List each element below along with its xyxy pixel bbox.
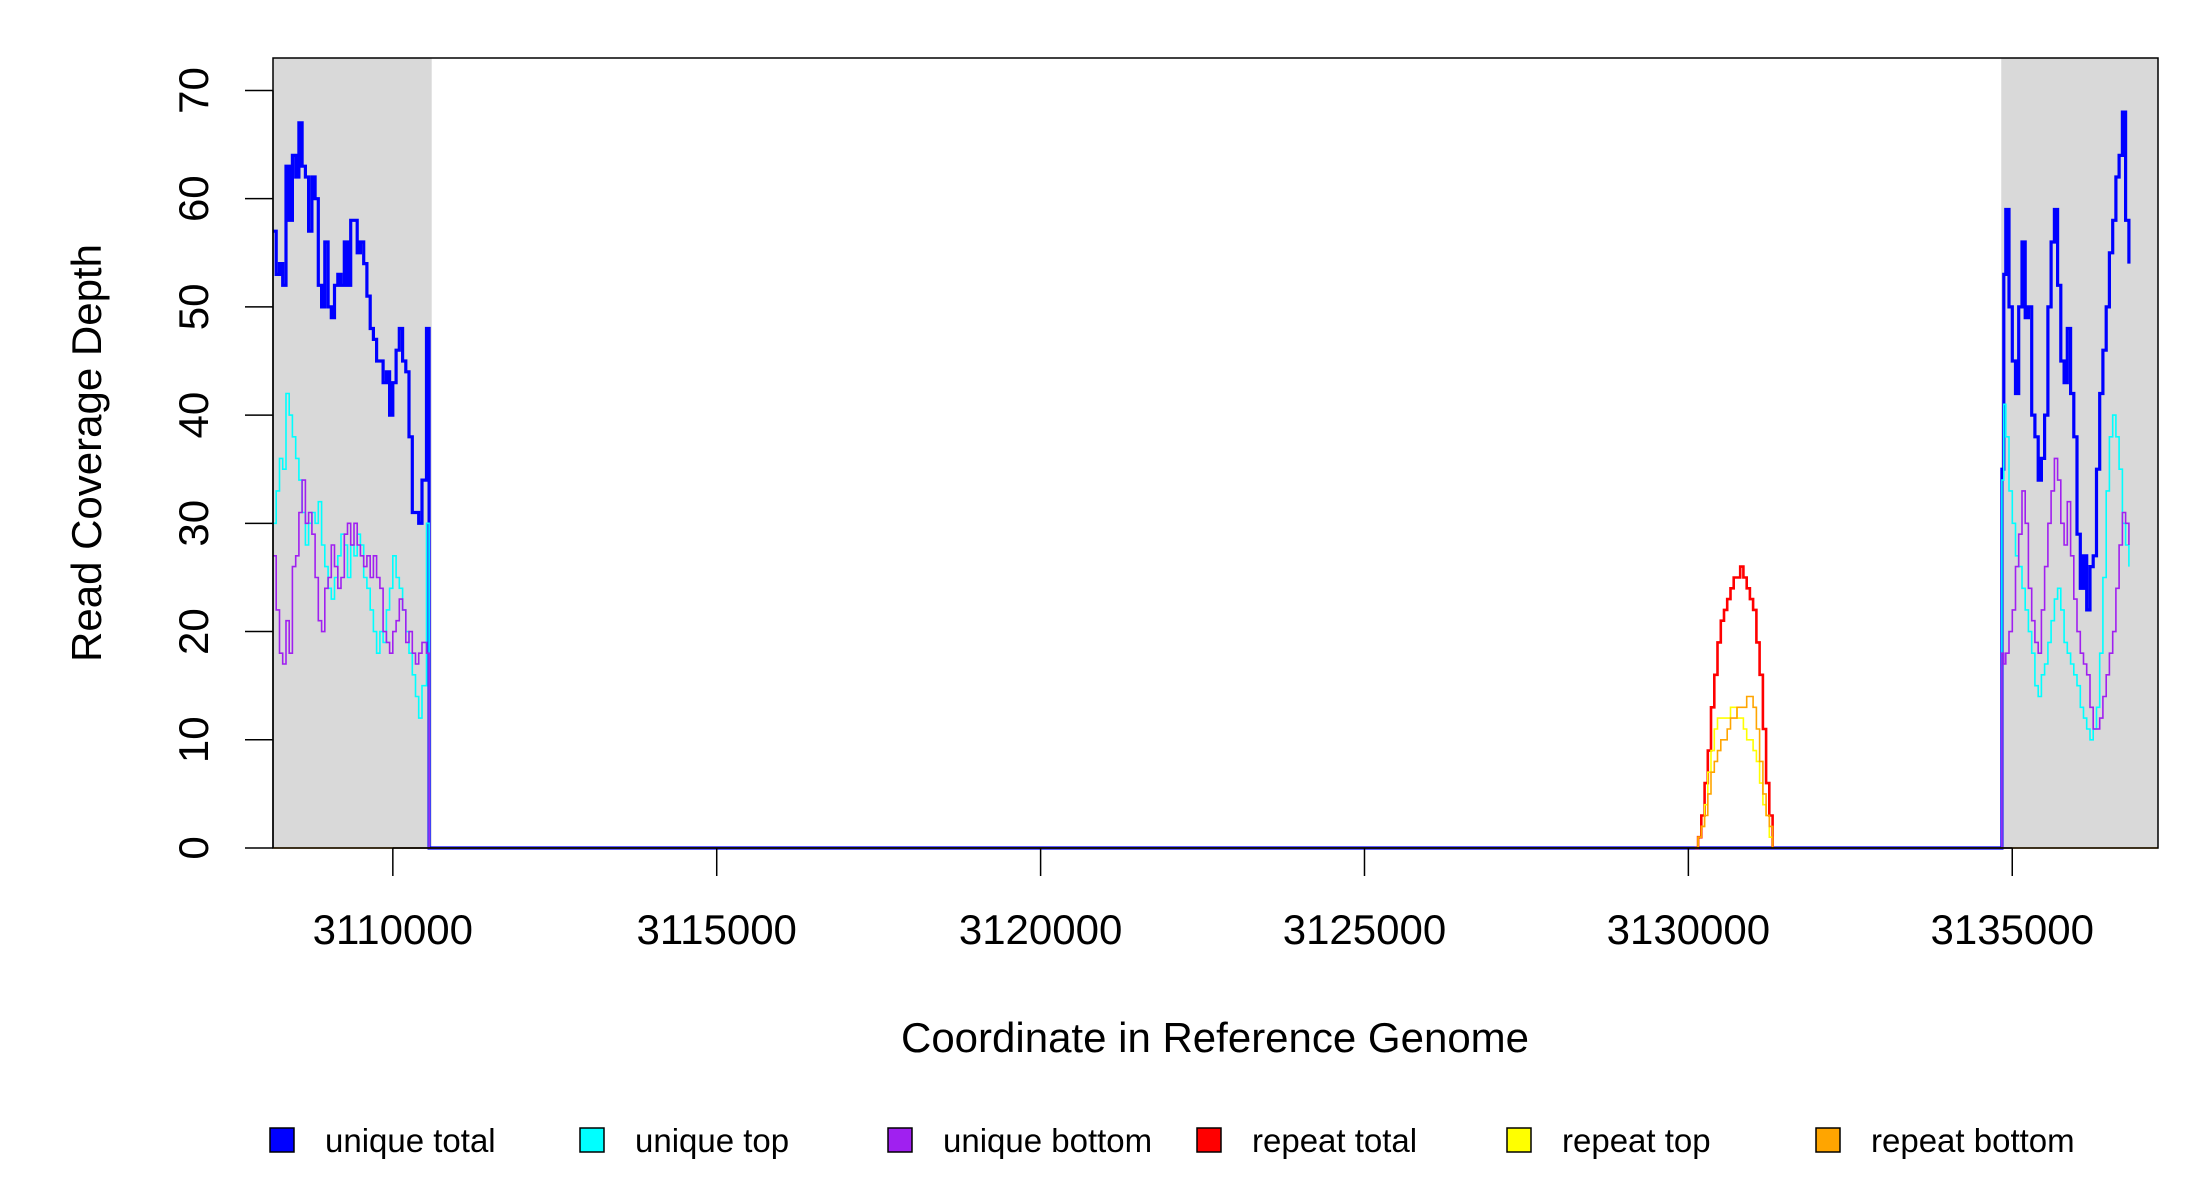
x-tick-label: 3130000 (1607, 906, 1771, 953)
y-tick-label: 0 (170, 836, 217, 859)
legend-swatch (1196, 1127, 1222, 1153)
y-axis-label: Read Coverage Depth (63, 244, 110, 662)
x-tick-label: 3110000 (313, 906, 473, 953)
shaded-region-1 (2001, 58, 2158, 848)
legend-swatch (1506, 1127, 1532, 1153)
series-line-unique-top (273, 392, 2130, 849)
x-tick-label: 3115000 (637, 906, 797, 953)
y-tick-label: 40 (170, 392, 217, 439)
y-tick-label: 10 (170, 716, 217, 763)
legend-label: repeat top (1562, 1122, 1711, 1159)
series-line-repeat-bottom (273, 695, 2158, 849)
shaded-region-0 (273, 58, 432, 848)
legend-entry-unique-total: unique total (269, 1122, 496, 1159)
y-tick-label: 30 (170, 500, 217, 547)
legend-swatch (887, 1127, 913, 1153)
axes: 3110000 3115000 3120000 3125000 3130000 31350… (170, 67, 2094, 953)
y-tick-label: 50 (170, 284, 217, 331)
y-tick-label: 70 (170, 67, 217, 114)
legend-label: unique bottom (943, 1122, 1152, 1159)
legend-swatch (1815, 1127, 1841, 1153)
series-line-unique-bottom (273, 457, 2130, 849)
y-tick-label: 20 (170, 608, 217, 655)
y-tick-label: 60 (170, 175, 217, 222)
legend-entry-repeat-total: repeat total (1196, 1122, 1417, 1159)
x-tick-label: 3135000 (1930, 906, 2094, 953)
legend-label: unique top (635, 1122, 789, 1159)
x-tick-label: 3120000 (959, 906, 1123, 953)
shaded-regions (273, 58, 2158, 848)
legend-swatch (579, 1127, 605, 1153)
legend-label: repeat total (1252, 1122, 1417, 1159)
legend-label: repeat bottom (1871, 1122, 2075, 1159)
plot-frame (272, 57, 2159, 849)
series-line-repeat-top (1694, 706, 1774, 849)
legend-entry-unique-bottom: unique bottom (887, 1122, 1152, 1159)
series-lines (273, 110, 2158, 850)
legend-label: unique total (325, 1122, 496, 1159)
legend: unique total unique top unique bottom repea… (269, 1122, 2075, 1159)
legend-swatch (269, 1127, 295, 1153)
x-axis-label: Coordinate in Reference Genome (901, 1014, 1529, 1061)
legend-entry-repeat-bottom: repeat bottom (1815, 1122, 2075, 1159)
legend-entry-unique-top: unique top (579, 1122, 789, 1159)
series-line-unique-total (273, 110, 2131, 850)
legend-entry-repeat-top: repeat top (1506, 1122, 1711, 1159)
x-tick-label: 3125000 (1283, 906, 1447, 953)
series-line-repeat-total (1694, 565, 1774, 850)
